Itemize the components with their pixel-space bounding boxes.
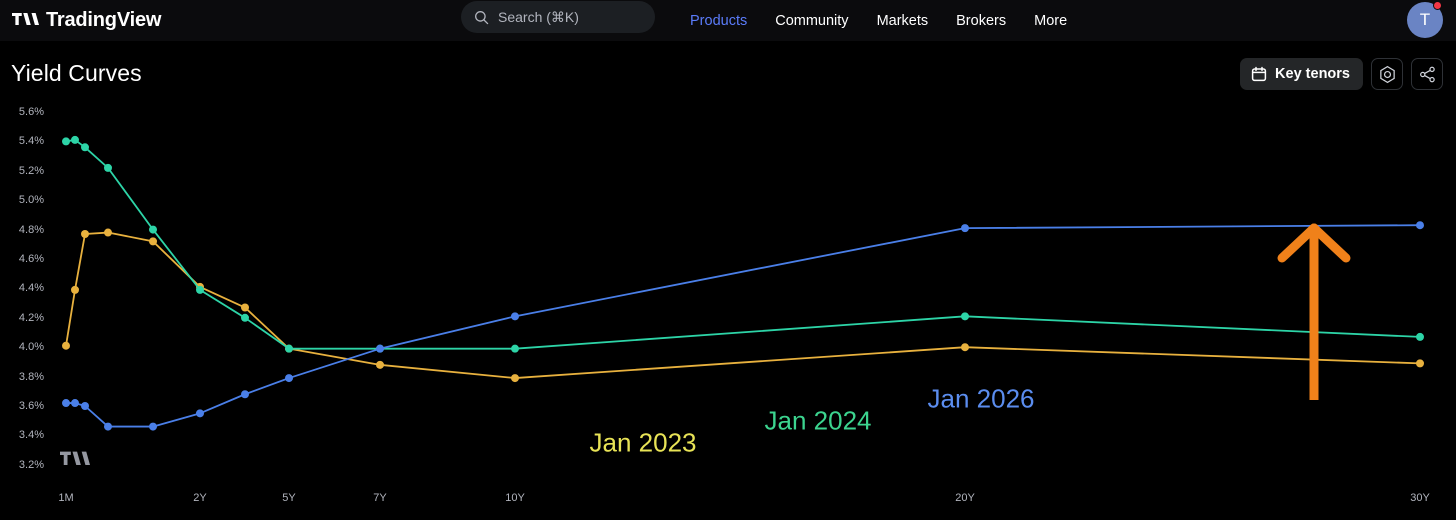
data-point-marker[interactable] — [376, 344, 384, 353]
x-axis-tick-label: 7Y — [373, 492, 387, 504]
data-point-marker[interactable] — [149, 237, 157, 246]
brand-name: TradingView — [46, 9, 162, 31]
chart-plot — [62, 135, 1424, 431]
y-axis-labels: 5.6% 5.4% 5.2% 5.0% 4.8% 4.6% 4.4% 4.2% 4.0% 3.8%… — [0, 96, 50, 476]
y-axis-tick-label: 5.4% — [18, 135, 44, 148]
key-tenors-button[interactable]: Key tenors — [1240, 58, 1363, 90]
data-point-marker[interactable] — [71, 399, 79, 408]
data-point-marker[interactable] — [196, 409, 204, 418]
data-point-marker[interactable] — [376, 360, 384, 369]
nav-link-markets[interactable]: Markets — [876, 12, 929, 29]
calendar-icon — [1251, 66, 1267, 82]
data-point-marker[interactable] — [511, 374, 519, 383]
x-axis-tick-label: 5Y — [282, 492, 296, 504]
data-point-marker[interactable] — [511, 344, 519, 353]
data-point-marker[interactable] — [285, 374, 293, 383]
nav-link-brokers[interactable]: Brokers — [956, 12, 1007, 29]
tradingview-logo-icon — [12, 13, 39, 25]
data-point-marker[interactable] — [71, 135, 79, 144]
y-axis-tick-label: 5.6% — [18, 106, 44, 118]
x-axis-tick-label: 20Y — [955, 492, 975, 504]
search-icon — [475, 10, 489, 24]
y-axis-tick-label: 4.8% — [18, 223, 44, 236]
y-axis-tick-label: 4.2% — [18, 311, 44, 324]
data-point-marker[interactable] — [961, 343, 969, 352]
data-point-marker[interactable] — [285, 344, 293, 353]
data-point-marker[interactable] — [71, 285, 79, 294]
data-point-marker[interactable] — [241, 313, 249, 322]
search-input[interactable]: Search (⌘K) — [461, 1, 655, 33]
series-line — [66, 224, 1421, 428]
data-point-marker[interactable] — [149, 422, 157, 431]
x-axis-tick-label: 30Y — [1410, 492, 1430, 504]
y-axis-tick-label: 4.4% — [18, 282, 44, 295]
data-point-marker[interactable] — [241, 303, 249, 312]
data-point-marker[interactable] — [104, 228, 112, 237]
data-point-marker[interactable] — [196, 285, 204, 294]
y-axis-tick-label: 5.0% — [18, 194, 44, 207]
data-point-marker[interactable] — [1416, 221, 1424, 230]
annotation-jan-2026: Jan 2026 — [927, 383, 1035, 414]
top-navigation-bar: TradingView Search (⌘K) Products Communi… — [0, 0, 1456, 41]
y-axis-tick-label: 3.4% — [18, 429, 44, 442]
up-arrow-annotation — [1277, 223, 1351, 400]
annotation-jan-2023: Jan 2023 — [589, 427, 697, 458]
data-point-marker[interactable] — [241, 390, 249, 399]
settings-button[interactable] — [1371, 58, 1403, 90]
x-axis-tick-label: 1M — [58, 492, 74, 504]
x-axis-tick-label: 10Y — [505, 492, 525, 504]
series-line — [65, 231, 1421, 379]
nav-link-products[interactable]: Products — [690, 12, 748, 29]
share-icon — [1419, 66, 1435, 82]
data-point-marker[interactable] — [1416, 332, 1424, 341]
nav-links: Products Community Markets Brokers More — [676, 0, 1081, 41]
data-point-marker[interactable] — [81, 402, 89, 410]
nav-link-more[interactable]: More — [1034, 12, 1068, 29]
yield-curves-chart: 5.6% 5.4% 5.2% 5.0% 4.8% 4.6% 4.4% 4.2% 4.0% 3.8%… — [0, 96, 1456, 520]
data-point-marker[interactable] — [104, 422, 112, 431]
data-point-marker[interactable] — [961, 312, 969, 321]
search-placeholder: Search (⌘K) — [498, 8, 579, 25]
brand-home-link[interactable]: TradingView — [12, 9, 161, 32]
data-point-marker[interactable] — [62, 137, 70, 146]
x-axis-tick-label: 2Y — [193, 492, 207, 504]
data-point-marker[interactable] — [1416, 359, 1424, 368]
y-axis-tick-label: 4.6% — [18, 253, 44, 265]
data-point-marker[interactable] — [961, 224, 969, 233]
y-axis-tick-label: 3.6% — [18, 400, 44, 412]
y-axis-tick-label: 3.8% — [18, 370, 44, 383]
data-point-marker[interactable] — [149, 225, 157, 234]
y-axis-tick-label: 4.0% — [18, 341, 44, 354]
tradingview-watermark-icon — [60, 451, 90, 465]
data-point-marker[interactable] — [511, 312, 519, 321]
hexagon-target-icon — [1379, 65, 1395, 83]
annotation-jan-2024: Jan 2024 — [764, 405, 872, 436]
series-line — [65, 139, 1421, 350]
data-point-marker[interactable] — [81, 230, 89, 239]
share-button[interactable] — [1411, 58, 1443, 90]
y-axis-tick-label: 5.2% — [18, 164, 44, 177]
data-point-marker[interactable] — [62, 341, 70, 350]
notification-dot-icon — [1433, 1, 1442, 10]
key-tenors-label: Key tenors — [1275, 66, 1350, 82]
data-point-marker[interactable] — [62, 399, 70, 408]
page-title: Yield Curves — [11, 60, 142, 86]
data-point-marker[interactable] — [81, 143, 89, 152]
nav-link-community[interactable]: Community — [775, 12, 849, 29]
header-toolbar: Key tenors — [1240, 58, 1443, 90]
avatar-wrapper: T — [1407, 0, 1443, 40]
data-point-marker[interactable] — [104, 163, 112, 172]
y-axis-tick-label: 3.2% — [18, 458, 44, 471]
